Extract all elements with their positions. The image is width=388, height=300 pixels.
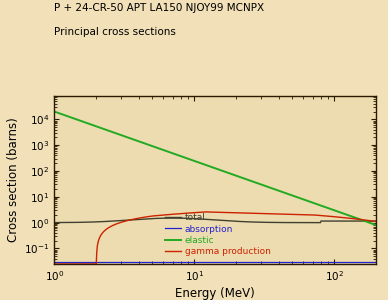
- total: [268, 220, 272, 224]
- total: [374, 219, 379, 223]
- total: [198, 217, 203, 221]
- absorption: [374, 260, 379, 264]
- absorption: [52, 260, 57, 264]
- elastic: [52, 110, 57, 113]
- absorption: [294, 260, 299, 264]
- Text: Principal cross sections: Principal cross sections: [54, 27, 176, 37]
- elastic: [135, 139, 139, 142]
- total: [52, 221, 57, 224]
- absorption: [267, 260, 272, 264]
- elastic: [242, 177, 246, 180]
- elastic: [109, 130, 114, 134]
- Line: total: total: [54, 218, 376, 223]
- elastic: [374, 223, 379, 227]
- absorption: [242, 260, 246, 264]
- elastic: [267, 186, 272, 189]
- gamma production: [242, 211, 247, 215]
- Legend: total, absorption, elastic, gamma production: total, absorption, elastic, gamma produc…: [165, 213, 271, 256]
- gamma production: [374, 220, 379, 224]
- total: [242, 220, 247, 224]
- gamma production: [52, 262, 57, 266]
- X-axis label: Energy (MeV): Energy (MeV): [175, 287, 255, 300]
- gamma production: [295, 213, 300, 216]
- Line: elastic: elastic: [54, 112, 376, 225]
- gamma production: [203, 210, 208, 214]
- absorption: [198, 260, 203, 264]
- absorption: [135, 260, 139, 264]
- total: [170, 216, 175, 220]
- elastic: [294, 195, 299, 199]
- Line: gamma production: gamma production: [54, 212, 376, 264]
- total: [295, 221, 300, 224]
- gamma production: [198, 211, 203, 214]
- absorption: [109, 260, 114, 264]
- Text: P + 24-CR-50 APT LA150 NJOY99 MCNPX: P + 24-CR-50 APT LA150 NJOY99 MCNPX: [54, 3, 265, 13]
- gamma production: [109, 224, 114, 228]
- total: [318, 221, 323, 224]
- total: [109, 219, 114, 223]
- gamma production: [268, 212, 272, 215]
- elastic: [198, 161, 203, 165]
- gamma production: [135, 217, 139, 220]
- total: [135, 218, 139, 221]
- Y-axis label: Cross section (barns): Cross section (barns): [7, 118, 20, 242]
